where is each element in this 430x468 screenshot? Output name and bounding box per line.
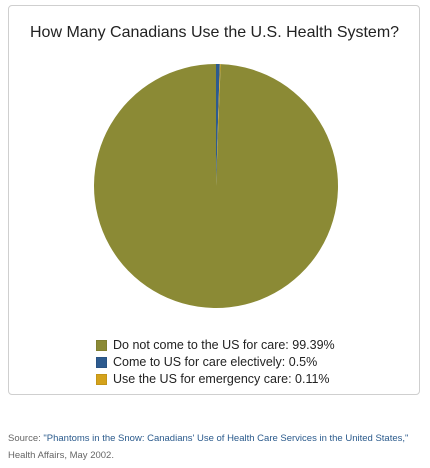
legend-item: Do not come to the US for care: 99.39% [96,337,335,353]
pie-slice [216,64,221,186]
legend-swatch [96,356,107,368]
source-suffix: Health Affairs, May 2002. [8,450,114,461]
source-link[interactable]: "Phantoms in the Snow: Canadians' Use of… [43,433,409,444]
pie-slice [93,64,338,308]
chart-title: How Many Canadians Use the U.S. Health S… [30,24,400,41]
legend-item: Come to US for care electively: 0.5% [96,354,335,370]
legend-swatch [96,373,107,385]
pie-slice [216,64,220,186]
source-prefix: Source: [8,433,44,444]
legend-label: Do not come to the US for care: 99.39% [113,338,335,352]
legend-label: Use the US for emergency care: 0.11% [113,372,330,386]
legend-swatch [96,339,107,351]
legend-item: Use the US for emergency care: 0.11% [96,371,335,387]
source-note: Source: "Phantoms in the Snow: Canadians… [8,430,423,464]
legend-label: Come to US for care electively: 0.5% [113,355,318,369]
chart-legend: Do not come to the US for care: 99.39% C… [96,337,335,388]
